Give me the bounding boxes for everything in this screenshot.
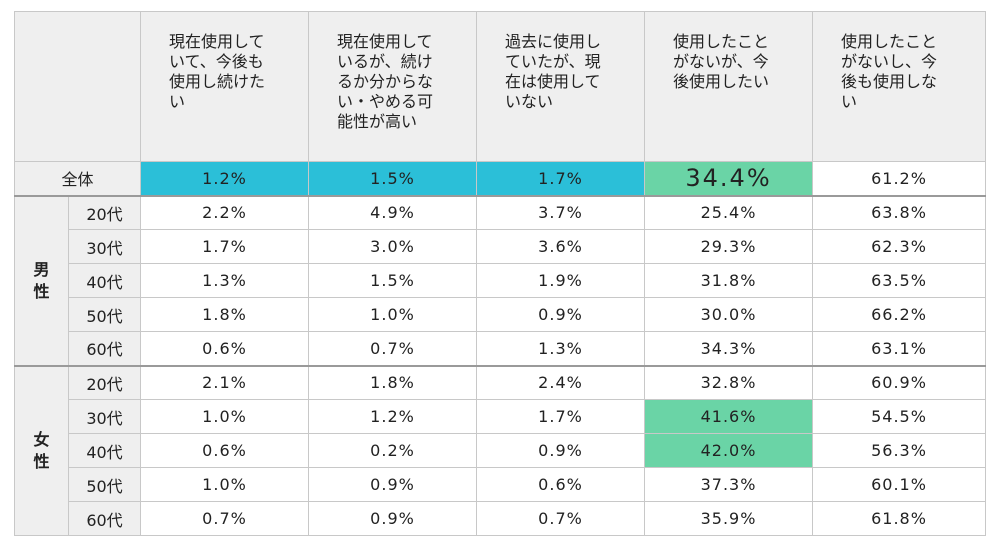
value-cell: 0.9% bbox=[308, 501, 477, 536]
value-cell: 62.3% bbox=[812, 229, 986, 264]
value-cell: 1.9% bbox=[476, 263, 645, 298]
total-value: 61.2% bbox=[812, 161, 986, 196]
value-cell: 1.8% bbox=[308, 364, 477, 400]
value-cell: 2.4% bbox=[476, 364, 645, 400]
value-cell: 54.5% bbox=[812, 399, 986, 434]
table-row: 40代 1.3% 1.5% 1.9% 31.8% 63.5% bbox=[15, 263, 986, 298]
corner-cell bbox=[14, 11, 141, 162]
total-row: 全体 1.2% 1.5% 1.7% 34.4% 61.2% bbox=[14, 161, 986, 196]
col-header-4: 使用したこと がないが、今 後使用したい bbox=[644, 11, 813, 162]
value-cell: 63.1% bbox=[812, 331, 986, 366]
table-row: 50代 1.0% 0.9% 0.6% 37.3% 60.1% bbox=[15, 467, 986, 502]
table-row: 女 性 20代 2.1% 1.8% 2.4% 32.8% 60.9% bbox=[14, 364, 986, 536]
value-cell: 0.2% bbox=[308, 433, 477, 468]
col-header-3: 過去に使用し ていたが、現 在は使用して いない bbox=[476, 11, 645, 162]
value-cell: 2.1% bbox=[140, 364, 309, 400]
age-label: 60代 bbox=[68, 331, 141, 366]
age-label: 30代 bbox=[68, 229, 141, 264]
gender-label-female: 女 性 bbox=[14, 364, 69, 536]
col-header-5: 使用したこと がないし、今 後も使用しな い bbox=[812, 11, 986, 162]
value-cell: 3.7% bbox=[476, 194, 645, 230]
total-value-highlight: 34.4% bbox=[644, 161, 813, 196]
value-cell: 0.7% bbox=[308, 331, 477, 366]
gender-label-male: 男 性 bbox=[14, 194, 69, 366]
table-row: 30代 1.7% 3.0% 3.6% 29.3% 62.3% bbox=[15, 229, 986, 264]
value-cell: 60.9% bbox=[812, 364, 986, 400]
value-cell: 0.7% bbox=[140, 501, 309, 536]
value-cell: 0.6% bbox=[140, 433, 309, 468]
value-cell: 2.2% bbox=[140, 194, 309, 230]
age-label: 20代 bbox=[68, 364, 141, 400]
value-cell: 66.2% bbox=[812, 297, 986, 332]
value-cell: 63.8% bbox=[812, 194, 986, 230]
value-cell: 25.4% bbox=[644, 194, 813, 230]
age-label: 40代 bbox=[68, 433, 141, 468]
survey-table: 現在使用して いて、今後も 使用し続けた い 現在使用して いるが、続け るか分… bbox=[14, 11, 986, 536]
table-row: 男 性 20代 2.2% 4.9% 3.7% 25.4% 63.8% bbox=[14, 194, 986, 366]
age-label: 50代 bbox=[68, 467, 141, 502]
total-value: 1.5% bbox=[308, 161, 477, 196]
table-row: 40代 0.6% 0.2% 0.9% 42.0% 56.3% bbox=[15, 433, 986, 468]
table-row: 30代 1.0% 1.2% 1.7% 41.6% 54.5% bbox=[15, 399, 986, 434]
value-cell-highlight: 42.0% bbox=[644, 433, 813, 468]
value-cell: 0.9% bbox=[308, 467, 477, 502]
value-cell: 60.1% bbox=[812, 467, 986, 502]
value-cell: 0.9% bbox=[476, 297, 645, 332]
table-row: 60代 0.7% 0.9% 0.7% 35.9% 61.8% bbox=[15, 501, 986, 536]
value-cell: 37.3% bbox=[644, 467, 813, 502]
total-value: 1.7% bbox=[476, 161, 645, 196]
value-cell: 32.8% bbox=[644, 364, 813, 400]
value-cell: 0.6% bbox=[140, 331, 309, 366]
value-cell: 56.3% bbox=[812, 433, 986, 468]
age-label: 20代 bbox=[68, 194, 141, 230]
header-row: 現在使用して いて、今後も 使用し続けた い 現在使用して いるが、続け るか分… bbox=[14, 11, 986, 162]
total-label: 全体 bbox=[14, 161, 141, 196]
value-cell: 1.3% bbox=[476, 331, 645, 366]
age-label: 40代 bbox=[68, 263, 141, 298]
value-cell: 1.8% bbox=[140, 297, 309, 332]
value-cell: 1.0% bbox=[140, 467, 309, 502]
value-cell: 30.0% bbox=[644, 297, 813, 332]
value-cell: 34.3% bbox=[644, 331, 813, 366]
age-label: 50代 bbox=[68, 297, 141, 332]
value-cell: 1.0% bbox=[308, 297, 477, 332]
table-row: 60代 0.6% 0.7% 1.3% 34.3% 63.1% bbox=[15, 331, 986, 366]
value-cell: 1.7% bbox=[476, 399, 645, 434]
col-header-2: 現在使用して いるが、続け るか分からな い・やめる可 能性が高い bbox=[308, 11, 477, 162]
value-cell: 3.0% bbox=[308, 229, 477, 264]
value-cell: 0.9% bbox=[476, 433, 645, 468]
age-label: 30代 bbox=[68, 399, 141, 434]
value-cell: 0.6% bbox=[476, 467, 645, 502]
value-cell: 31.8% bbox=[644, 263, 813, 298]
value-cell: 1.7% bbox=[140, 229, 309, 264]
table-row: 50代 1.8% 1.0% 0.9% 30.0% 66.2% bbox=[15, 297, 986, 332]
value-cell: 3.6% bbox=[476, 229, 645, 264]
value-cell: 63.5% bbox=[812, 263, 986, 298]
value-cell: 1.0% bbox=[140, 399, 309, 434]
value-cell: 1.2% bbox=[308, 399, 477, 434]
age-label: 60代 bbox=[68, 501, 141, 536]
value-cell: 1.3% bbox=[140, 263, 309, 298]
value-cell: 4.9% bbox=[308, 194, 477, 230]
total-value: 1.2% bbox=[140, 161, 309, 196]
value-cell: 29.3% bbox=[644, 229, 813, 264]
value-cell: 35.9% bbox=[644, 501, 813, 536]
value-cell: 1.5% bbox=[308, 263, 477, 298]
value-cell: 0.7% bbox=[476, 501, 645, 536]
value-cell-highlight: 41.6% bbox=[644, 399, 813, 434]
value-cell: 61.8% bbox=[812, 501, 986, 536]
col-header-1: 現在使用して いて、今後も 使用し続けた い bbox=[140, 11, 309, 162]
